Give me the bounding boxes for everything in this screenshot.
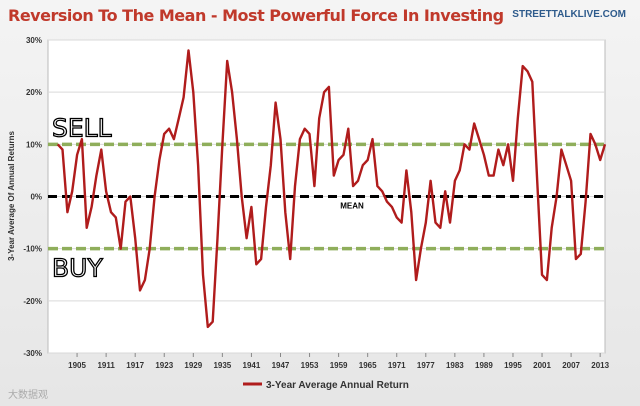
y-tick-label: 30% <box>26 36 42 45</box>
x-tick-label: 2001 <box>533 361 551 370</box>
x-tick-label: 1905 <box>68 361 86 370</box>
x-tick-label: 2007 <box>562 361 580 370</box>
x-tick-label: 1947 <box>272 361 290 370</box>
x-tick-label: 1977 <box>417 361 435 370</box>
x-tick-label: 1971 <box>388 361 406 370</box>
x-tick-label: 1941 <box>243 361 261 370</box>
reference-label-mean: MEAN <box>340 202 364 211</box>
x-tick-label: 1929 <box>184 361 202 370</box>
x-tick-label: 1923 <box>155 361 173 370</box>
y-tick-label: -10% <box>23 245 42 254</box>
chart-title: Reversion To The Mean - Most Powerful Fo… <box>8 6 504 25</box>
y-tick-label: 10% <box>26 140 42 149</box>
x-tick-label: 1995 <box>504 361 522 370</box>
reference-label-buy: BUY <box>52 254 103 283</box>
x-tick-label: 1959 <box>330 361 348 370</box>
x-tick-label: 1965 <box>359 361 377 370</box>
x-tick-label: 1911 <box>97 361 115 370</box>
x-tick-label: 1935 <box>213 361 231 370</box>
x-tick-label: 1989 <box>475 361 493 370</box>
legend-label: 3-Year Average Annual Return <box>266 380 409 391</box>
x-tick-label: 1953 <box>301 361 319 370</box>
watermark-text: 大数据观 <box>8 388 48 401</box>
y-tick-label: -20% <box>23 297 42 306</box>
y-tick-label: 0% <box>30 193 42 202</box>
brand-label: STREETTALKLIVE.COM <box>512 9 626 20</box>
y-tick-label: -30% <box>23 349 42 358</box>
x-tick-label: 1983 <box>446 361 464 370</box>
x-tick-label: 2013 <box>591 361 609 370</box>
y-tick-label: 20% <box>26 88 42 97</box>
series-line-3-year-average <box>56 49 607 329</box>
y-axis-label: 3-Year Average Of Annual Returns <box>7 131 16 261</box>
x-tick-label: 1917 <box>126 361 144 370</box>
